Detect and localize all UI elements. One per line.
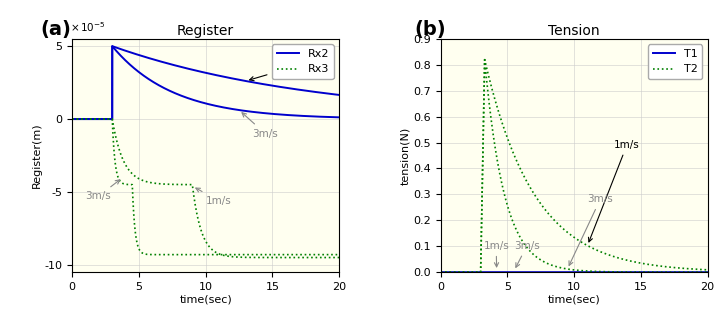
Text: 1m/s: 1m/s	[196, 188, 232, 206]
Text: 1m/s: 1m/s	[483, 241, 509, 267]
Title: Register: Register	[177, 24, 234, 38]
Text: 1m/s: 1m/s	[588, 140, 640, 242]
Text: $\times\,10^{-5}$: $\times\,10^{-5}$	[69, 20, 105, 34]
Legend: Rx2, Rx3: Rx2, Rx3	[272, 44, 334, 79]
Text: 3m/s: 3m/s	[85, 180, 120, 201]
Text: 3m/s: 3m/s	[569, 194, 613, 265]
Y-axis label: tension(N): tension(N)	[401, 126, 410, 185]
Y-axis label: Register(m): Register(m)	[32, 123, 42, 188]
X-axis label: time(sec): time(sec)	[179, 295, 232, 305]
X-axis label: time(sec): time(sec)	[548, 295, 601, 305]
Text: 3m/s: 3m/s	[514, 241, 540, 267]
Text: (b): (b)	[414, 20, 445, 39]
Title: Tension: Tension	[548, 24, 600, 38]
Legend: T1, T2: T1, T2	[648, 44, 702, 79]
Text: (a): (a)	[40, 20, 71, 39]
Text: 3m/s: 3m/s	[242, 113, 278, 139]
Text: 1m/s: 1m/s	[250, 64, 298, 81]
